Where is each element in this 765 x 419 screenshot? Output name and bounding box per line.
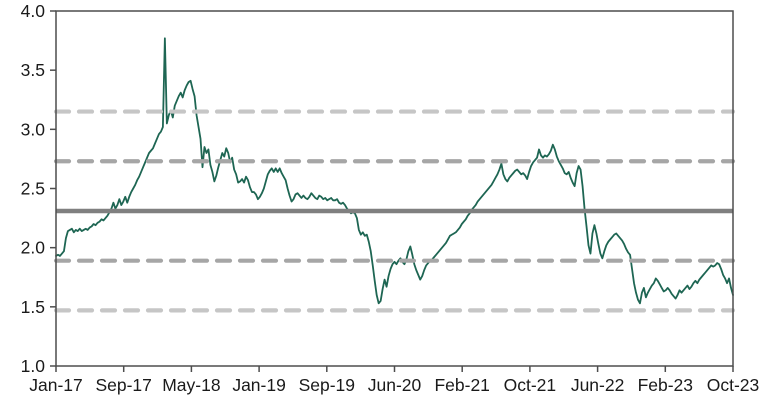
x-axis-label: Oct-23 xyxy=(707,375,760,395)
x-axis-label: Sep-17 xyxy=(95,375,151,395)
plot-border xyxy=(55,10,734,367)
y-axis-label: 2.0 xyxy=(21,238,46,258)
x-axis-label: Jan-19 xyxy=(232,375,286,395)
x-axis-label: Oct-21 xyxy=(504,375,557,395)
x-axis-label: Jan-17 xyxy=(29,375,83,395)
x-axis-label: Jun-20 xyxy=(368,375,422,395)
y-axis-label: 3.5 xyxy=(21,60,45,80)
x-axis-label: Jun-22 xyxy=(571,375,625,395)
x-axis-label: Feb-23 xyxy=(638,375,693,395)
y-axis-label: 2.5 xyxy=(21,179,45,199)
x-axis-label: Sep-19 xyxy=(299,375,355,395)
x-axis-label: Feb-21 xyxy=(434,375,489,395)
y-axis-label: 3.0 xyxy=(21,119,46,139)
y-axis-label: 4.0 xyxy=(21,1,46,21)
y-axis-label: 1.5 xyxy=(21,297,45,317)
y-axis-label: 1.0 xyxy=(21,356,46,376)
series-line xyxy=(55,37,734,305)
x-axis-label: May-18 xyxy=(162,375,220,395)
